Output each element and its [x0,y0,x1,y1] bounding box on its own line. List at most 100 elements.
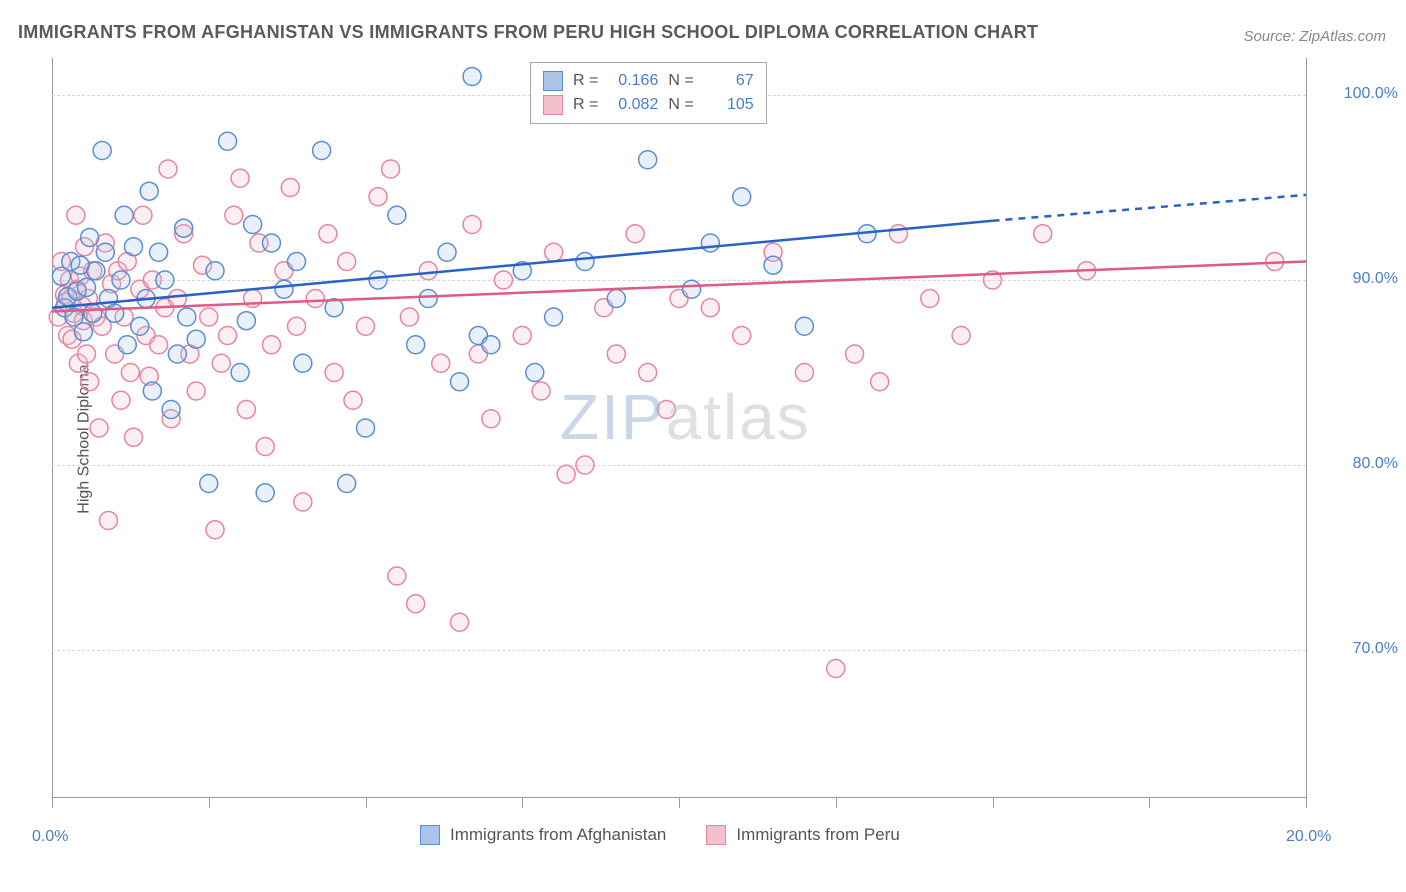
scatter-point [306,290,324,308]
scatter-point [451,373,469,391]
scatter-point [294,493,312,511]
scatter-point [150,336,168,354]
scatter-point [140,182,158,200]
legend-swatch-1 [543,95,563,115]
scatter-point [125,238,143,256]
stats-legend: R = 0.166 N = 67 R = 0.082 N = 105 [530,62,767,124]
scatter-point [84,304,102,322]
scatter-point [81,228,99,246]
stats-legend-row-0: R = 0.166 N = 67 [543,69,754,93]
legend-swatch-0 [543,71,563,91]
chart-container: IMMIGRANTS FROM AFGHANISTAN VS IMMIGRANT… [0,0,1406,892]
scatter-point [87,262,105,280]
scatter-point [219,132,237,150]
scatter-point [526,364,544,382]
scatter-point [532,382,550,400]
scatter-point [482,410,500,428]
scatter-point [607,290,625,308]
scatter-point [733,188,751,206]
scatter-point [407,595,425,613]
scatter-point [106,304,124,322]
scatter-point [639,151,657,169]
scatter-point [212,354,230,372]
scatter-point [313,142,331,160]
scatter-point [219,327,237,345]
scatter-point [764,256,782,274]
scatter-point [701,299,719,317]
scatter-point [112,391,130,409]
bottom-legend-swatch-0 [420,825,440,845]
source-label: Source: ZipAtlas.com [1243,28,1386,45]
scatter-point [175,219,193,237]
scatter-point [143,382,161,400]
scatter-point [419,262,437,280]
scatter-point [463,68,481,86]
y-tick-label: 80.0% [1318,455,1398,473]
scatter-point [206,521,224,539]
bottom-legend-label-0: Immigrants from Afghanistan [450,825,666,845]
scatter-point [81,373,99,391]
scatter-point [388,567,406,585]
scatter-point [338,475,356,493]
scatter-point [325,364,343,382]
scatter-point [432,354,450,372]
scatter-point [231,169,249,187]
scatter-point [733,327,751,345]
scatter-point [187,382,205,400]
legend-r-label: R = [573,72,598,90]
trend-line-dash [993,195,1307,221]
scatter-point [952,327,970,345]
scatter-point [795,317,813,335]
x-tick [836,798,837,808]
scatter-point [388,206,406,224]
scatter-point [178,308,196,326]
scatter-point [244,216,262,234]
scatter-point [168,345,186,363]
scatter-point [846,345,864,363]
legend-n-val-0: 67 [704,72,754,90]
scatter-point [156,271,174,289]
scatter-point [262,336,280,354]
scatter-point [701,234,719,252]
scatter-point [889,225,907,243]
x-tick [993,798,994,808]
plot-right-border [1306,58,1307,798]
scatter-point [118,336,136,354]
legend-r-val-0: 0.166 [608,72,658,90]
scatter-point [545,243,563,261]
x-tick [679,798,680,808]
legend-n-label-1: N = [668,96,693,114]
scatter-point [256,438,274,456]
y-tick-label: 100.0% [1318,85,1398,103]
scatter-point [187,330,205,348]
scatter-point [281,179,299,197]
x-tick [1149,798,1150,808]
scatter-point [77,345,95,363]
legend-r-val-1: 0.082 [608,96,658,114]
scatter-point [237,401,255,419]
scatter-point [262,234,280,252]
scatter-point [557,465,575,483]
y-tick-label: 70.0% [1318,640,1398,658]
bottom-legend-item-1: Immigrants from Peru [706,825,899,845]
scatter-point [576,253,594,271]
scatter-point [134,206,152,224]
scatter-point [626,225,644,243]
scatter-point [438,243,456,261]
scatter-point [168,290,186,308]
bottom-legend-label-1: Immigrants from Peru [736,825,899,845]
scatter-point [200,475,218,493]
scatter-point [112,271,130,289]
scatter-point [294,354,312,372]
x-tick-label: 20.0% [1286,828,1331,846]
scatter-point [419,290,437,308]
scatter-point [338,253,356,271]
scatter-point [131,317,149,335]
scatter-point [576,456,594,474]
y-tick-label: 90.0% [1318,270,1398,288]
scatter-point [795,364,813,382]
scatter-point [827,660,845,678]
scatter-point [494,271,512,289]
scatter-point [683,280,701,298]
scatter-point [206,262,224,280]
